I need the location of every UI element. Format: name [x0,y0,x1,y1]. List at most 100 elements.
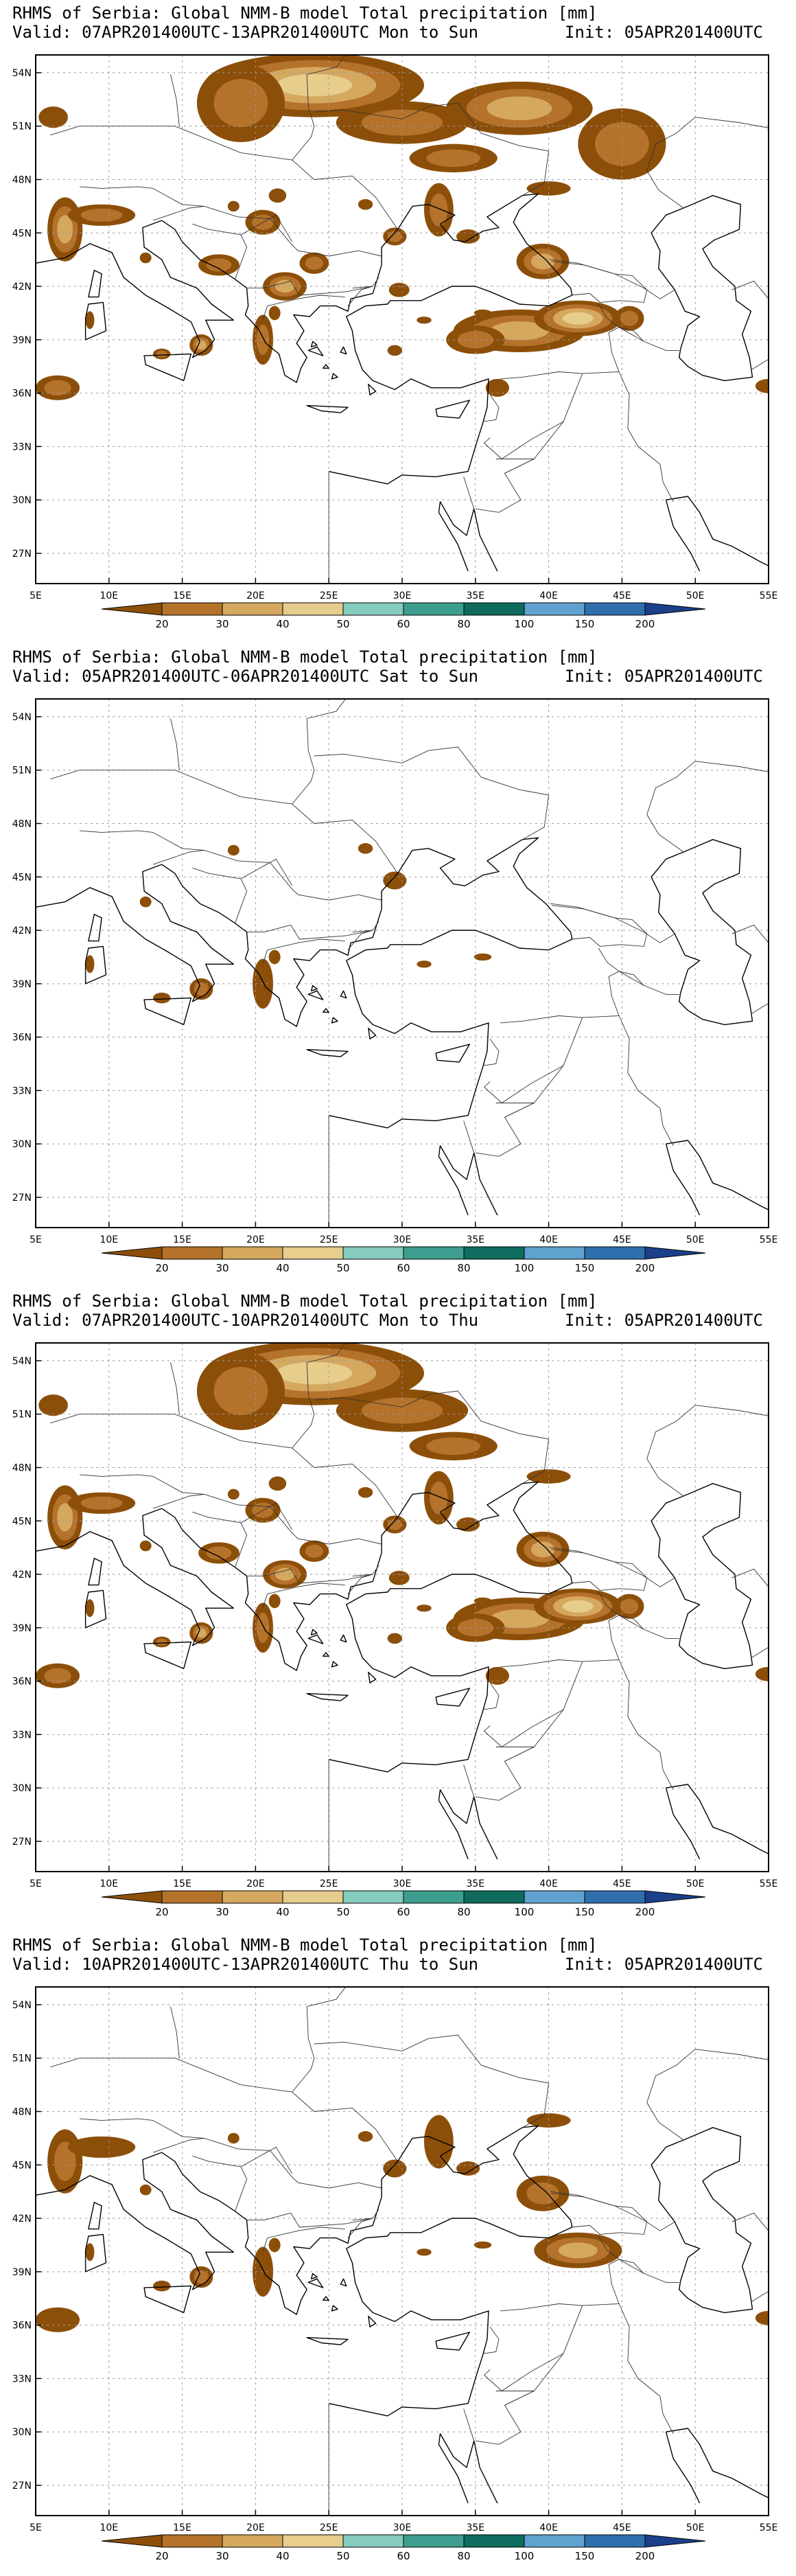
border [80,830,382,901]
coastline [665,1787,701,1860]
colorbar-label: 100 [515,1906,535,1918]
precipitation-area [358,2130,373,2142]
colorbar-swatch [644,602,706,616]
island [306,405,349,413]
colorbar-label: 20 [155,1262,168,1274]
precipitation-area [38,1394,69,1416]
x-tick-label: 10E [100,1878,118,1889]
colorbar-label: 40 [276,1906,289,1918]
border [598,303,679,351]
x-tick-label: 30E [393,590,412,601]
island [310,2273,318,2279]
colorbar-swatch [282,2534,344,2548]
island [88,1558,102,1586]
colorbar-swatch [161,1246,223,1260]
colorbar-label: 40 [276,2550,289,2562]
precipitation-area [152,2280,171,2292]
border [482,394,500,422]
colorbar-swatch [222,1246,283,1260]
x-tick-label: 25E [320,1234,338,1245]
precipitation-area [620,1598,639,1614]
precipitation-area [276,1361,353,1385]
precipitation-area [383,2159,407,2178]
precipitation-area [227,1488,239,1500]
precipitation-area [274,279,295,293]
precipitation-area [85,2243,95,2262]
x-tick-label: 35E [466,1878,484,1889]
colorbar-label: 150 [575,1262,595,1274]
coastline [438,1789,475,1860]
x-tick-label: 45E [613,1234,631,1245]
border [314,2034,550,2128]
precipitation-area [227,2132,239,2144]
border [347,930,373,950]
island [84,945,107,985]
y-tick-label: 27N [12,549,32,560]
map-panel-3: 5E 10E 15E 20E 25E 30E 35E 40E 45E 50E 55E 54N 51N 48… [0,1288,796,1932]
coastline [665,499,701,572]
colorbar-label: 200 [635,1906,655,1918]
map-canvas: 5E 10E 15E 20E 25E 30E 35E 40E 45E 50E 55E 54N 51N 48… [0,1288,796,1932]
colorbar-label: 200 [635,1262,655,1274]
colorbar: 20 30 40 50 60 80 100 150 200 [101,2534,706,2562]
border [646,761,696,815]
precipitation-area [417,961,432,968]
precipitation-area [38,106,69,128]
init-time: Init: 05APR201400UTC [565,23,763,42]
island [307,2278,324,2288]
colorbar-swatch [524,1890,585,1904]
x-tick-label: 5E [30,2522,42,2533]
colorbar-label: 50 [336,618,349,630]
island [88,270,102,298]
precipitation-area [54,2141,76,2181]
x-tick-label: 35E [466,1234,484,1245]
x-tick-label: 10E [100,1234,118,1245]
border [550,1547,675,1587]
precipitation-area [253,2246,274,2297]
y-tick-label: 54N [12,68,32,79]
colorbar-label: 50 [336,1262,349,1274]
island [323,1652,329,1657]
precipitation-area [473,953,492,961]
border [751,1646,769,1659]
precipitation-area [490,321,549,341]
coastline [666,496,769,566]
colorbar-label: 40 [276,618,289,630]
island [331,1017,338,1024]
country-borders [50,1333,769,1931]
island [323,364,329,369]
map-canvas: 5E 10E 15E 20E 25E 30E 35E 40E 45E 50E 55E 54N 51N 48… [0,1932,796,2576]
colorbar-swatch [644,1890,706,1904]
colorbar-swatch [282,602,344,616]
colorbar: 20 30 40 50 60 80 100 150 200 [101,602,706,630]
init-time: Init: 05APR201400UTC [565,1955,763,1974]
border [482,1682,500,1710]
precipitation-area [305,256,323,270]
y-tick-label: 30N [12,1783,32,1794]
border [731,2212,769,2231]
island [84,2233,107,2273]
border [314,1390,550,1484]
coastline [651,839,753,1026]
coastline [35,1508,235,1646]
x-tick-label: 30E [393,1878,412,1889]
panel-title: RHMS of Serbia: Global NMM-B model Total… [12,647,598,667]
border [152,2137,204,2153]
colorbar-label: 20 [155,2550,168,2562]
x-tick-label: 15E [173,2522,191,2533]
coastline [666,1784,769,1854]
x-tick-label: 30E [393,2522,412,2533]
border [646,1405,696,1459]
border [246,1568,373,1584]
island [340,2278,347,2287]
border [500,327,620,380]
colorbar-label: 200 [635,2550,655,2562]
y-tick-label: 51N [12,122,32,133]
border [80,2118,382,2189]
x-tick-label: 45E [613,2522,631,2533]
coastline [665,1143,701,1216]
x-tick-label: 40E [539,1878,558,1889]
colorbar-swatch [161,2534,223,2548]
coastline [666,1140,769,1210]
coastline [161,193,573,485]
